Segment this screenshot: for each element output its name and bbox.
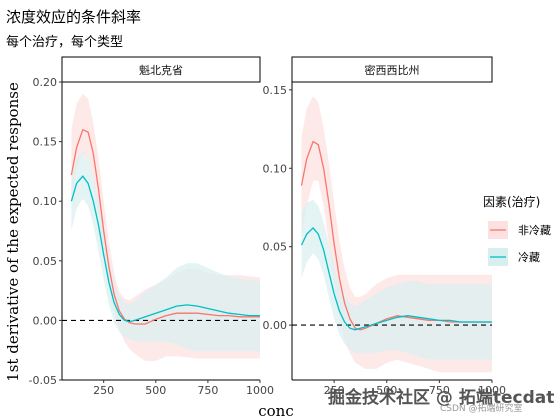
y-tick-label: 0.20 <box>33 76 58 89</box>
x-tick-label: 750 <box>429 384 450 397</box>
x-tick-label: 250 <box>93 384 114 397</box>
y-tick-label: 0.05 <box>33 255 58 268</box>
chart-subtitle: 每个治疗，每个类型 <box>6 35 124 50</box>
panel-1: 魁北克省 -0.05 0.00 0.05 0.10 0.15 0.20 250 500 750 10… <box>29 56 274 397</box>
legend-item-non-chilled: 非冷藏 <box>488 221 551 239</box>
series-line-non-chilled <box>300 140 492 331</box>
series-line-non-chilled <box>70 128 260 325</box>
chart-title: 浓度效应的条件斜率 <box>6 8 142 26</box>
ci-band-chilled <box>301 199 492 360</box>
x-tick-label: 1000 <box>478 384 506 397</box>
strip-box <box>291 56 493 83</box>
legend-title: 因素(治疗) <box>483 195 540 209</box>
x-tick-label: 500 <box>145 384 166 397</box>
y-axis-title: 1st derivative of the expected response <box>4 82 22 382</box>
panel-2: 密西西比州 0.00 0.05 0.10 0.15 250 500 750 1000 <box>263 56 506 397</box>
strip-label: 魁北克省 <box>139 63 183 77</box>
y-tick-label: 0.00 <box>263 319 288 332</box>
strip-box <box>61 56 261 83</box>
legend: 因素(治疗) 非冷藏 冷藏 <box>483 195 551 266</box>
y-tick-label: 0.05 <box>263 241 288 254</box>
x-tick-label: 250 <box>324 384 345 397</box>
series-line-chilled <box>70 175 260 323</box>
panels: 魁北克省 -0.05 0.00 0.05 0.10 0.15 0.20 250 500 750 10… <box>29 56 506 397</box>
x-tick-label: 500 <box>376 384 397 397</box>
x-tick-label: 1000 <box>246 384 274 397</box>
watermark-sub: CSDN @拓端研究室 <box>440 404 523 414</box>
y-tick-label: 0.00 <box>33 314 58 327</box>
y-tick-label: 0.10 <box>263 162 288 175</box>
y-tick-label: 0.15 <box>33 136 58 149</box>
strip-label: 密西西比州 <box>365 63 420 77</box>
legend-label-non-chilled: 非冷藏 <box>518 224 551 237</box>
ci-band-chilled <box>71 151 261 352</box>
y-tick-label: 0.10 <box>33 195 58 208</box>
y-tick-label: -0.05 <box>29 374 57 387</box>
legend-item-chilled: 冷藏 <box>488 248 540 266</box>
watermark: 掘金技术社区 @ 拓端tecdat <box>328 388 555 408</box>
legend-label-chilled: 冷藏 <box>518 251 540 264</box>
x-tick-label: 750 <box>197 384 218 397</box>
x-axis-title: conc <box>258 402 294 419</box>
y-tick-label: 0.15 <box>263 84 288 97</box>
series-line-chilled <box>300 226 492 331</box>
